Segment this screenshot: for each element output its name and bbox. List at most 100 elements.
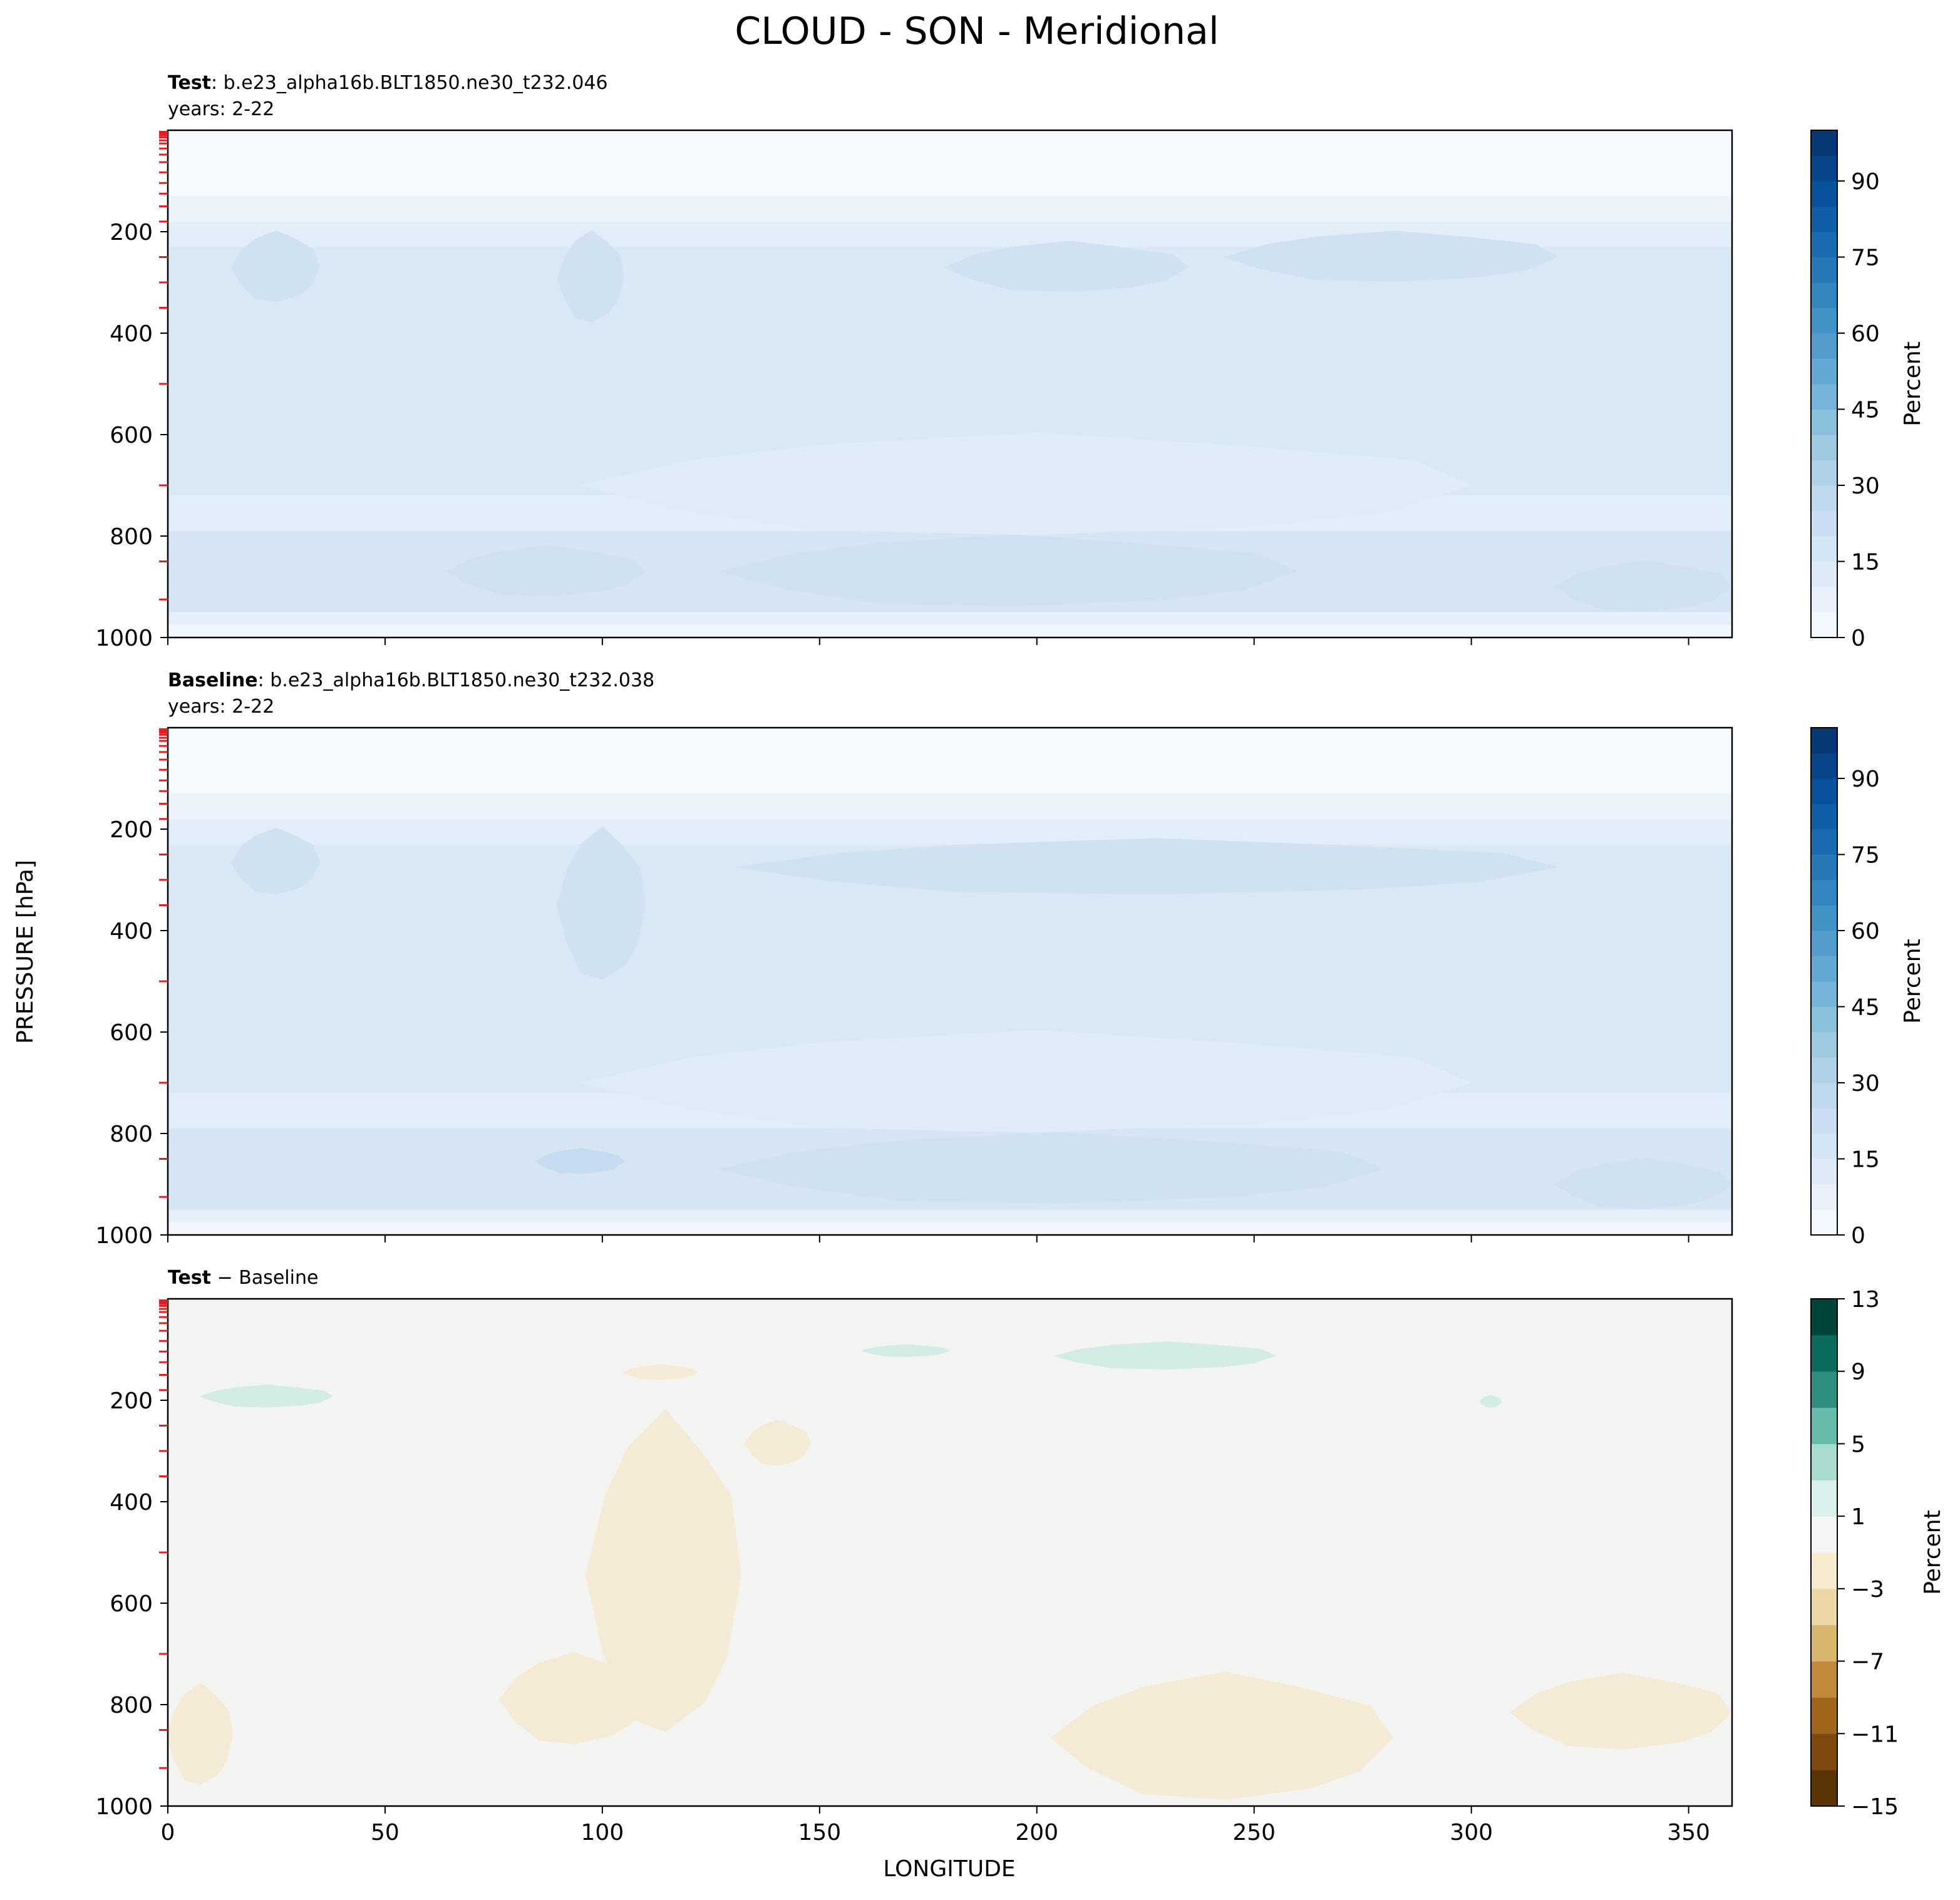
contour-background	[168, 1299, 1732, 1806]
contour-band	[168, 1222, 1732, 1235]
colorbar-segment	[1811, 1032, 1837, 1058]
colorbar-segment	[1811, 358, 1837, 385]
panel-diff: 200 400 600 800 1000 0 50 100 150 200 250 300 350 Tes…	[95, 1267, 1946, 1846]
colorbar-segment	[1811, 931, 1837, 956]
positive-anomaly-region	[1053, 1341, 1276, 1370]
negative-anomaly-region	[744, 1419, 811, 1466]
plot-area-test	[168, 130, 1732, 638]
colorbar-segment	[1811, 1480, 1837, 1517]
colorbar-tick-label: 60	[1851, 321, 1880, 347]
colorbar-diff: −15 −11 −7 −3 1 5 9 13 Percent	[1810, 1287, 1946, 1820]
colorbar-tick-label: 9	[1851, 1360, 1865, 1385]
colorbar-tick-label: 15	[1851, 550, 1880, 576]
plot-area-baseline	[168, 728, 1732, 1235]
colorbar-tick-label: 45	[1851, 398, 1880, 423]
colorbar-segment	[1811, 130, 1837, 156]
colorbar-segment	[1811, 803, 1837, 830]
contour-band	[168, 1209, 1732, 1222]
colorbar-segment	[1811, 981, 1837, 1007]
positive-anomaly-region	[1479, 1395, 1502, 1408]
y-tick-label: 400	[110, 1490, 153, 1515]
colorbar-segment	[1811, 1588, 1837, 1626]
colorbar-baseline: 0 15 30 45 60 75 90 Percent	[1810, 727, 1926, 1249]
colorbar-segment	[1811, 257, 1837, 283]
colorbar-segment	[1811, 1770, 1837, 1807]
contour-band	[168, 130, 1732, 197]
colorbar-segment	[1811, 1209, 1837, 1236]
colorbar-segment	[1811, 1371, 1837, 1408]
y-tick-label: 200	[110, 817, 153, 843]
colorbar-segment	[1811, 1624, 1837, 1662]
negative-anomaly-region	[1050, 1671, 1393, 1800]
colorbar-segment	[1811, 612, 1837, 638]
colorbar-segment	[1811, 1006, 1837, 1033]
x-tick-label: 350	[1667, 1820, 1710, 1846]
colorbar-segment	[1811, 155, 1837, 182]
contour-region	[445, 545, 646, 597]
y-tick-label: 1000	[95, 1223, 153, 1249]
colorbar-segment	[1811, 181, 1837, 207]
colorbar-segment	[1811, 1335, 1837, 1372]
panel-title: Test − Baseline	[168, 1267, 318, 1289]
y-tick-label: 200	[110, 220, 153, 245]
plot-area-diff	[168, 1299, 1732, 1806]
y-tick-label: 800	[110, 1122, 153, 1147]
x-tick-label: 100	[581, 1820, 624, 1846]
colorbar-tick-label: −15	[1851, 1794, 1899, 1820]
y-tick-label: 1000	[95, 1794, 153, 1820]
x-tick-label: 0	[161, 1820, 175, 1846]
colorbar-segment	[1811, 510, 1837, 537]
contour-band	[168, 196, 1732, 222]
contour-band	[168, 624, 1732, 638]
colorbar-segment	[1811, 1083, 1837, 1108]
y-tick-label: 400	[110, 919, 153, 944]
colorbar-segment	[1811, 1133, 1837, 1159]
contour-region	[716, 1132, 1385, 1204]
negative-anomaly-region	[168, 1682, 234, 1785]
colorbar-tick-label: 90	[1851, 169, 1880, 195]
colorbar-tick-label: 5	[1851, 1432, 1865, 1457]
x-axis-label: LONGITUDE	[883, 1856, 1015, 1882]
colorbar-segment	[1811, 307, 1837, 334]
colorbar-segment	[1811, 854, 1837, 880]
y-tick-label: 400	[110, 321, 153, 347]
colorbar-tick-label: −3	[1851, 1577, 1884, 1603]
contour-region	[734, 838, 1559, 895]
colorbar-segment	[1811, 384, 1837, 410]
colorbar-segment	[1811, 1407, 1837, 1444]
colorbar-segment	[1811, 1108, 1837, 1134]
colorbar-segment	[1811, 333, 1837, 359]
colorbar-segment	[1811, 282, 1837, 308]
y-tick-label: 800	[110, 1693, 153, 1718]
colorbar-segment	[1811, 435, 1837, 460]
colorbar-tick-label: 45	[1851, 995, 1880, 1021]
colorbar-tick-label: 30	[1851, 1071, 1880, 1097]
colorbar-segment	[1811, 1516, 1837, 1553]
x-tick-label: 150	[798, 1820, 841, 1846]
contour-region	[230, 230, 320, 302]
colorbar-tick-label: 15	[1851, 1147, 1880, 1173]
colorbar-segment	[1811, 1733, 1837, 1770]
positive-anomaly-region	[199, 1385, 333, 1408]
panel-years: years: 2-22	[168, 98, 274, 120]
colorbar-segment	[1811, 460, 1837, 486]
x-tick-label: 200	[1015, 1820, 1058, 1846]
contour-region	[580, 1030, 1472, 1133]
y-axis-label: PRESSURE [hPa]	[13, 860, 38, 1044]
y-tick-label: 600	[110, 1020, 153, 1046]
colorbar-segment	[1811, 905, 1837, 931]
colorbar-label: Percent	[1900, 341, 1926, 426]
contour-band	[168, 818, 1732, 845]
contour-region	[1554, 1157, 1732, 1209]
colorbar-segment	[1811, 728, 1837, 753]
colorbar-segment	[1811, 1057, 1837, 1083]
positive-anomaly-region	[860, 1344, 950, 1357]
colorbar-segment	[1811, 753, 1837, 779]
colorbar-frame	[1810, 1298, 1838, 1807]
colorbar-segment	[1811, 1552, 1837, 1589]
colorbar-segment	[1811, 536, 1837, 562]
colorbar-tick-label: 75	[1851, 843, 1880, 869]
colorbar-segment	[1811, 1443, 1837, 1480]
y-tick-label: 1000	[95, 626, 153, 651]
